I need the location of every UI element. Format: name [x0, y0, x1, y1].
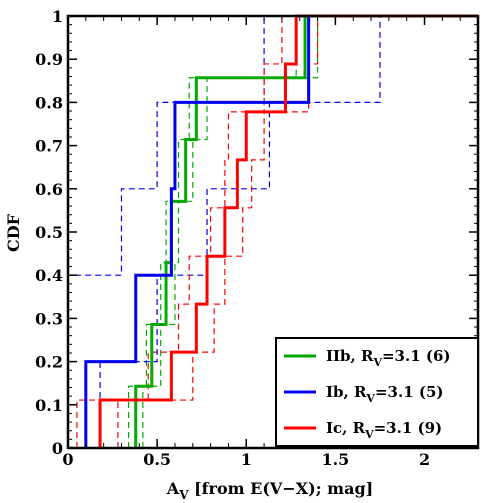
x-tick-label: 1.5	[321, 450, 349, 469]
x-tick-label: 0	[62, 450, 73, 469]
legend-items: IIb, RV=3.1 (6) Ib, RV=3.1 (5) Ic, RV=3.1 …	[284, 347, 451, 441]
x-tick-label: 0.5	[143, 450, 171, 469]
legend: IIb, RV=3.1 (6) Ib, RV=3.1 (5) Ic, RV=3.1 …	[275, 337, 479, 447]
y-tick-label: 0.2	[35, 353, 63, 372]
y-axis-label: CDF	[4, 213, 23, 252]
y-tick-label: 0.7	[35, 137, 63, 156]
legend-label: Ic, RV=3.1 (9)	[326, 419, 442, 441]
y-tick-label: 0.1	[35, 396, 63, 415]
legend-label: Ib, RV=3.1 (5)	[326, 383, 444, 405]
y-tick-label: 0.4	[35, 266, 63, 285]
y-tick-label: 0.9	[35, 50, 63, 69]
series-line-2	[98, 14, 478, 448]
legend-label: IIb, RV=3.1 (6)	[326, 347, 451, 369]
y-tick-label: 0	[52, 439, 63, 458]
tick-labels: 0 0.5 1 1.5 2 0 0.1 0.2 0.3 0.4 0.5 0.6 0.7 0.8 0.9 1	[35, 7, 430, 469]
y-tick-label: 0.3	[35, 309, 63, 328]
y-tick-label: 0.5	[35, 223, 63, 242]
y-tick-label: 0.8	[35, 93, 63, 112]
x-tick-label: 1	[241, 450, 252, 469]
plot-frame	[66, 14, 480, 450]
x-axis-label: AV [from E(V−X); mag]	[166, 479, 373, 502]
y-tick-label: 1	[52, 7, 63, 26]
y-tick-label: 0.6	[35, 180, 63, 199]
x-tick-label: 2	[419, 450, 430, 469]
